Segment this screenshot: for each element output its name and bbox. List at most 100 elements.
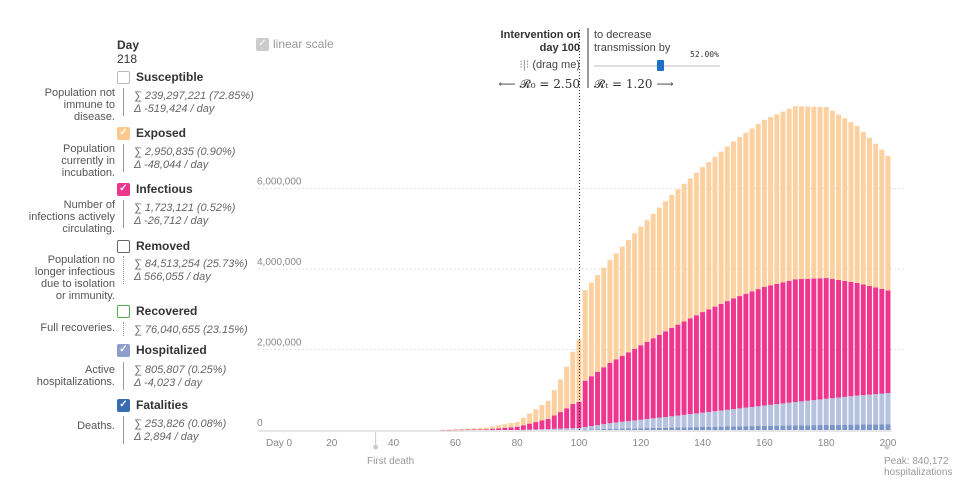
bar-infectious bbox=[607, 362, 613, 424]
bar-infectious bbox=[632, 348, 638, 421]
bar-infectious bbox=[848, 281, 854, 397]
bar-exposed bbox=[533, 409, 539, 423]
bar-exposed bbox=[854, 125, 860, 283]
bar-exposed bbox=[731, 141, 736, 299]
bar-exposed bbox=[805, 106, 811, 279]
bar-fatalities bbox=[854, 424, 860, 430]
bar-exposed bbox=[811, 106, 817, 279]
bar-infectious bbox=[613, 359, 619, 423]
bar-hospitalized bbox=[860, 395, 866, 425]
bar-infectious bbox=[669, 327, 675, 417]
bar-infectious bbox=[601, 367, 607, 425]
bar-exposed bbox=[582, 290, 588, 381]
bar-infectious bbox=[755, 289, 761, 407]
bar-infectious bbox=[749, 291, 755, 407]
bar-infectious bbox=[731, 298, 736, 410]
bar-hospitalized bbox=[601, 424, 607, 430]
bar-fatalities bbox=[706, 426, 712, 430]
linear-scale-toggle[interactable]: ✓ linear scale bbox=[256, 37, 334, 51]
bar-hospitalized bbox=[576, 427, 582, 430]
drag-handle[interactable]: ⁝|⁝ (drag me) bbox=[519, 59, 580, 71]
bar-infectious bbox=[638, 345, 644, 420]
bar-exposed bbox=[842, 118, 848, 281]
toggle-susceptible[interactable]: Susceptible bbox=[117, 70, 203, 84]
bar-infectious bbox=[792, 279, 798, 403]
bar-exposed bbox=[520, 417, 526, 426]
bar-fatalities bbox=[786, 425, 792, 430]
bar-infectious bbox=[656, 334, 662, 418]
bar-fatalities bbox=[860, 424, 866, 430]
bar-fatalities bbox=[632, 428, 638, 430]
bar-infectious bbox=[564, 408, 570, 429]
bar-hospitalized bbox=[669, 416, 675, 428]
bar-infectious bbox=[780, 282, 786, 404]
toggle-recovered[interactable]: Recovered bbox=[117, 304, 197, 318]
bar-infectious bbox=[551, 415, 557, 429]
bar-infectious bbox=[663, 331, 668, 417]
bar-hospitalized bbox=[570, 428, 576, 430]
toggle-removed[interactable]: Removed bbox=[117, 239, 190, 253]
bar-hospitalized bbox=[885, 393, 891, 425]
bar-exposed bbox=[638, 226, 644, 346]
bar-infectious bbox=[650, 338, 656, 419]
bar-exposed bbox=[471, 428, 477, 430]
toggle-hospitalized[interactable]: ✓ Hospitalized bbox=[117, 343, 207, 357]
bar-exposed bbox=[644, 220, 650, 342]
recovered-connector bbox=[123, 322, 124, 336]
stat-sum: ∑ 253,826 (0.08%) bbox=[134, 418, 227, 430]
bar-hospitalized bbox=[811, 400, 817, 426]
bar-hospitalized bbox=[520, 429, 526, 431]
transmission-slider[interactable] bbox=[594, 60, 720, 72]
bar-infectious bbox=[817, 278, 823, 400]
bar-infectious bbox=[477, 429, 483, 430]
check-icon[interactable]: ✓ bbox=[256, 37, 269, 51]
bar-fatalities bbox=[805, 425, 811, 430]
intervention-title: Intervention on day 100 bbox=[500, 29, 580, 54]
toggle-exposed[interactable]: ✓ Exposed bbox=[117, 126, 186, 140]
bar-exposed bbox=[527, 413, 533, 424]
bar-hospitalized bbox=[551, 428, 557, 430]
bar-exposed bbox=[848, 122, 854, 282]
bar-infectious bbox=[693, 315, 699, 414]
bar-fatalities bbox=[823, 424, 829, 430]
bar-infectious bbox=[446, 429, 452, 431]
bar-exposed bbox=[706, 162, 712, 310]
bar-hospitalized bbox=[656, 417, 662, 428]
slider-thumb[interactable] bbox=[656, 60, 664, 71]
x-tick-label: 40 bbox=[388, 438, 400, 449]
stat-sum: ∑ 84,513,254 (25.73%) bbox=[134, 258, 248, 270]
susceptible-label: Susceptible bbox=[136, 70, 204, 84]
bar-exposed bbox=[669, 194, 675, 328]
bar-infectious bbox=[768, 285, 774, 405]
stat-sum: ∑ 805,807 (0.25%) bbox=[134, 364, 227, 376]
exposed-connector bbox=[123, 144, 124, 172]
y-tick-label: 6,000,000 bbox=[257, 177, 302, 188]
check-icon[interactable]: ✓ bbox=[117, 182, 130, 196]
checkbox-empty-icon[interactable] bbox=[117, 239, 130, 253]
bar-exposed bbox=[737, 137, 743, 297]
toggle-fatalities[interactable]: ✓ Fatalities bbox=[117, 398, 188, 412]
bar-fatalities bbox=[866, 424, 872, 430]
bar-hospitalized bbox=[632, 420, 638, 429]
bar-hospitalized bbox=[700, 412, 706, 427]
bar-infectious bbox=[712, 306, 718, 412]
bar-fatalities bbox=[780, 425, 786, 430]
check-icon[interactable]: ✓ bbox=[117, 398, 130, 412]
bar-fatalities bbox=[588, 429, 594, 431]
bar-exposed bbox=[724, 146, 730, 302]
bar-infectious bbox=[737, 296, 743, 409]
checkbox-empty-icon[interactable] bbox=[117, 70, 130, 84]
bar-hospitalized bbox=[644, 419, 650, 429]
check-icon[interactable]: ✓ bbox=[117, 126, 130, 140]
bar-hospitalized bbox=[755, 406, 761, 426]
bar-hospitalized bbox=[693, 413, 699, 428]
bar-fatalities bbox=[724, 426, 730, 430]
bar-exposed bbox=[607, 260, 613, 363]
bar-hospitalized bbox=[780, 403, 786, 426]
bar-hospitalized bbox=[607, 423, 613, 429]
bar-infectious bbox=[490, 428, 495, 430]
toggle-infectious[interactable]: ✓ Infectious bbox=[117, 182, 193, 196]
checkbox-empty-icon[interactable] bbox=[117, 304, 130, 318]
stat-delta: Δ -26,712 / day bbox=[134, 215, 209, 227]
check-icon[interactable]: ✓ bbox=[117, 343, 130, 357]
